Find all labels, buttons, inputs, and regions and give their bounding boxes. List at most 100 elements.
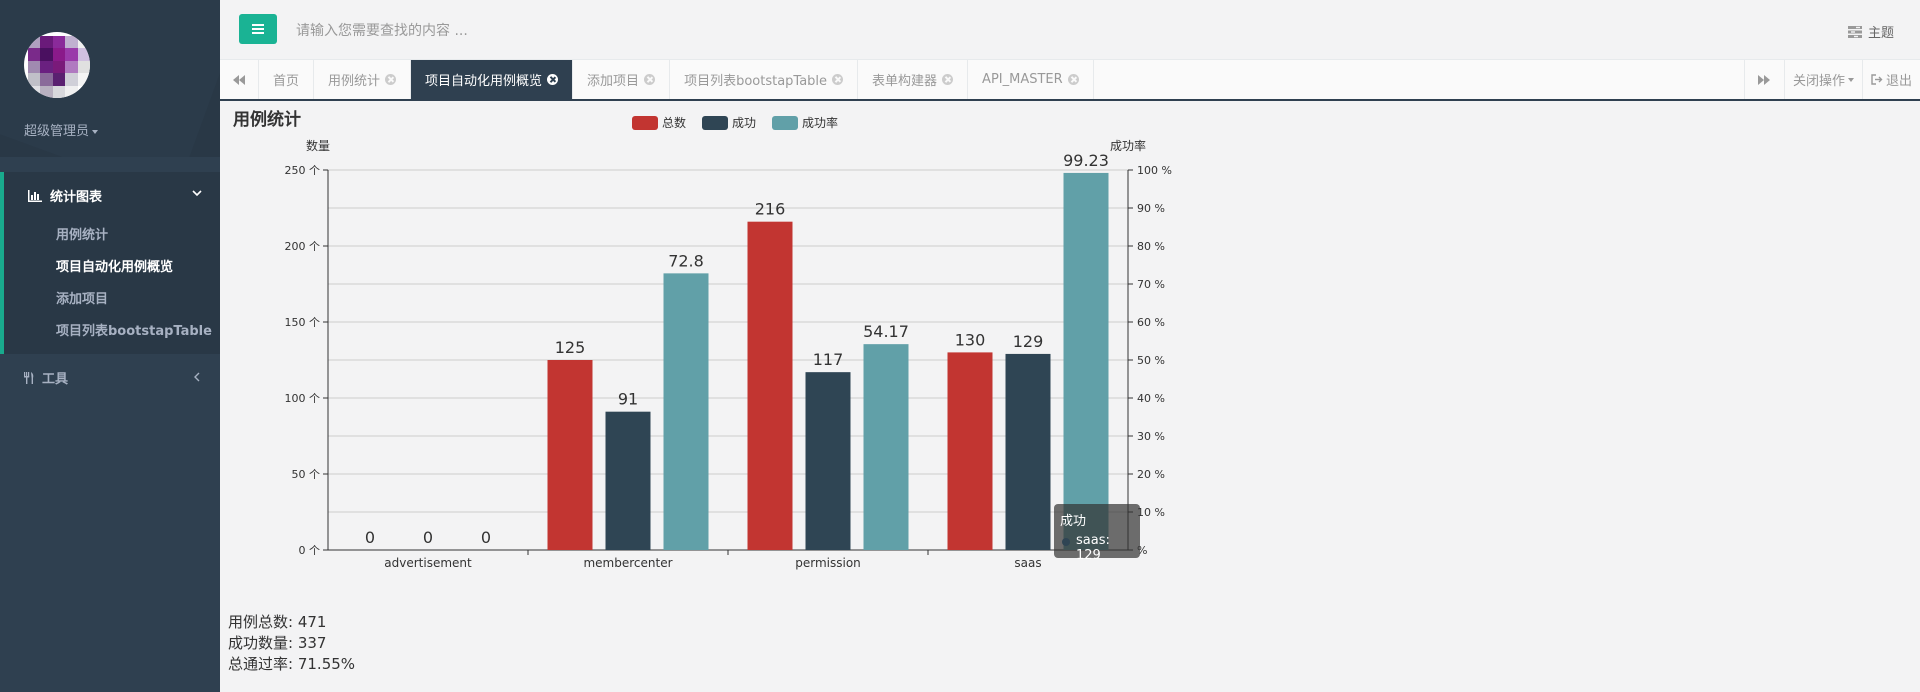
menu-toggle-button[interactable]	[239, 14, 277, 44]
x-tick-label: saas	[1014, 556, 1041, 570]
bar-chart-icon	[28, 189, 42, 202]
tab-case-stats-label: 用例统计	[328, 74, 381, 89]
data-label: 117	[813, 350, 844, 369]
data-label: 99.23	[1063, 151, 1109, 170]
sidebar-group-charts-toggle[interactable]: 统计图表	[28, 186, 102, 205]
y-right-tick-label: 50 %	[1137, 354, 1165, 367]
legend-label: 成功率	[802, 115, 838, 130]
sidebar-item-tools[interactable]: 工具	[24, 368, 68, 387]
legend-swatch	[772, 116, 798, 130]
stat-success-label: 成功数量:	[228, 634, 294, 652]
tab-project-overview[interactable]: 项目自动化用例概览	[411, 60, 574, 99]
sign-out-icon	[1871, 74, 1883, 85]
bar	[1063, 172, 1109, 550]
tabs-scroll-left-button[interactable]	[220, 60, 259, 99]
bar	[747, 221, 793, 550]
data-label: 129	[1013, 332, 1044, 351]
backward-icon	[233, 74, 245, 85]
bar	[663, 273, 709, 550]
y-right-tick-label: 80 %	[1137, 240, 1165, 253]
chevron-left-icon	[194, 372, 200, 382]
bar	[863, 344, 909, 550]
y-right-tick-label: 10 %	[1137, 506, 1165, 519]
x-tick-label: advertisement	[384, 556, 472, 570]
close-icon[interactable]	[385, 74, 397, 85]
bar	[605, 411, 651, 550]
tab-project-list-label: 项目列表bootstapTable	[684, 74, 828, 89]
tab-home[interactable]: 首页	[259, 60, 315, 99]
chart-legend: 总数 成功 成功率	[632, 115, 838, 130]
caret-down-icon	[1847, 77, 1854, 82]
data-label: 0	[481, 528, 491, 547]
close-icon[interactable]	[832, 74, 844, 85]
bar	[1005, 353, 1051, 550]
sidebar-item-add-project[interactable]: 添加项目	[56, 292, 109, 307]
caret-down-icon	[92, 129, 99, 134]
close-icon[interactable]	[942, 74, 954, 85]
y-right-tick-label: 60 %	[1137, 316, 1165, 329]
close-icon[interactable]	[644, 74, 656, 85]
data-label: 216	[755, 200, 786, 219]
y-right-tick-label: %	[1137, 544, 1147, 557]
sidebar-item-case-stats[interactable]: 用例统计	[56, 228, 109, 243]
y-right-tick-label: 90 %	[1137, 202, 1165, 215]
stat-total: 用例总数: 471	[228, 612, 355, 633]
y-left-axis-label: 数量	[306, 138, 330, 153]
y-left-tick-label: 100 个	[285, 392, 321, 405]
close-operations-dropdown[interactable]: 关闭操作	[1783, 60, 1862, 99]
tab-api-master-label: API_MASTER	[982, 72, 1063, 87]
chart-title: 用例统计	[233, 109, 301, 130]
tab-case-stats[interactable]: 用例统计	[314, 60, 412, 99]
y-left-tick-label: 250 个	[285, 164, 321, 177]
data-label: 54.17	[863, 322, 909, 341]
theme-button[interactable]: 主题	[1847, 22, 1894, 41]
data-label: 0	[365, 528, 375, 547]
sidebar: 超级管理员 统计图表 用例统计 项目自动化用例概览 添加项目 项目列表boots…	[0, 0, 220, 692]
data-label: 0	[423, 528, 433, 547]
chart-tooltip: 成功 saas: 129	[1054, 504, 1140, 563]
tab-project-list[interactable]: 项目列表bootstapTable	[670, 60, 859, 99]
tab-project-overview-label: 项目自动化用例概览	[425, 74, 543, 89]
bar	[805, 372, 851, 550]
legend-label: 总数	[662, 115, 686, 130]
y-right-tick-label: 40 %	[1137, 392, 1165, 405]
tab-form-builder-label: 表单构建器	[872, 74, 938, 89]
close-icon[interactable]	[547, 74, 559, 85]
y-left-tick-label: 150 个	[285, 316, 321, 329]
profile-panel: 超级管理员	[0, 0, 220, 157]
main-content: 用例统计 总数 成功 成功率 % 10 % 20 % 30 % 40 % 50 % 60 % 70…	[220, 102, 1920, 692]
tabs-list: 首页 用例统计 项目自动化用例概览 添加项目 项目列表bootstapTable…	[259, 60, 1094, 99]
tab-add-project[interactable]: 添加项目	[573, 60, 671, 99]
search-input[interactable]	[290, 14, 890, 48]
summary-stats: 用例总数: 471 成功数量: 337 总通过率: 71.55%	[228, 612, 355, 675]
stat-total-value: 471	[297, 613, 327, 631]
legend-swatch	[702, 116, 728, 130]
data-label: 125	[555, 338, 586, 357]
tab-form-builder[interactable]: 表单构建器	[858, 60, 969, 99]
y-right-tick-label: 70 %	[1137, 278, 1165, 291]
logout-button[interactable]: 退出	[1861, 60, 1920, 99]
bar	[547, 360, 593, 550]
avatar-image	[28, 36, 90, 98]
data-label: 72.8	[668, 251, 704, 270]
x-tick-label: membercenter	[583, 556, 672, 570]
tabs-scroll-right-button[interactable]	[1743, 60, 1784, 99]
top-bar: 主题	[220, 0, 1920, 60]
legend-swatch	[632, 116, 658, 130]
profile-name-label: 超级管理员	[24, 124, 90, 139]
avatar[interactable]	[24, 32, 90, 98]
tab-api-master[interactable]: API_MASTER	[968, 60, 1094, 99]
stat-rate-label: 总通过率:	[228, 655, 294, 673]
sidebar-item-project-list[interactable]: 项目列表bootstapTable	[56, 324, 212, 339]
cutlery-icon	[24, 371, 34, 384]
stat-success-value: 337	[297, 634, 327, 652]
hamburger-icon	[252, 24, 264, 34]
sidebar-item-tools-label: 工具	[42, 372, 69, 387]
profile-name[interactable]: 超级管理员	[24, 120, 99, 139]
case-stats-chart: 用例统计 总数 成功 成功率 %10 %20 %30 %40 %50 %60 %70…	[233, 109, 1172, 570]
tabs-right-controls: 关闭操作 退出	[1743, 60, 1920, 99]
stat-success: 成功数量: 337	[228, 633, 355, 654]
forward-icon	[1758, 74, 1771, 85]
close-icon[interactable]	[1067, 74, 1079, 85]
sidebar-item-project-overview[interactable]: 项目自动化用例概览	[56, 260, 174, 275]
